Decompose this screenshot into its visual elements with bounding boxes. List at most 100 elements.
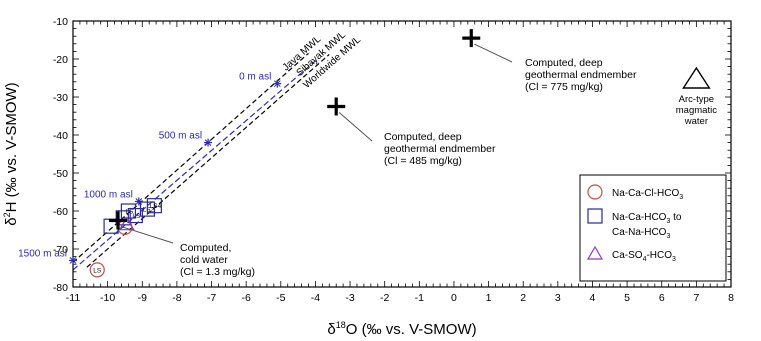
y-tick-label: -10 — [53, 16, 68, 28]
x-tick-label: -11 — [66, 292, 81, 304]
y-tick-label: -80 — [53, 282, 68, 294]
x-tick-label: -5 — [276, 292, 285, 304]
legend-subscript: 4 — [643, 256, 647, 263]
sample-label: LS2 — [143, 207, 155, 214]
legend-circle-marker — [587, 184, 603, 200]
sample-label: LS4 — [150, 203, 162, 210]
legend-subscript: 3 — [666, 233, 670, 240]
annotation-line: geothermal endmember — [384, 143, 496, 155]
plot-frame-border — [72, 20, 732, 288]
circle-sample — [89, 262, 105, 278]
x-tick-label: 4 — [590, 292, 596, 304]
x-tick-label: 1 — [486, 292, 492, 304]
x-axis-title-part: δ — [327, 321, 335, 338]
mwl-line — [72, 52, 309, 263]
y-tick-label: -20 — [53, 54, 68, 66]
x-tick-label: -7 — [207, 292, 216, 304]
legend-label: Ca-Na-HCO3 — [612, 227, 670, 240]
legend-text-part: Na-Ca-HCO — [612, 212, 667, 223]
annotation-line: Computed, — [180, 242, 231, 254]
x-tick-label: 7 — [693, 292, 699, 304]
elevation-label: 1500 m asl — [18, 248, 67, 259]
x-axis-title-sup: 18 — [336, 320, 346, 330]
y-tick-label: -40 — [53, 130, 68, 142]
legend-text-part: Ca-Na-HCO — [612, 227, 667, 238]
sample-label: LS — [93, 267, 102, 274]
legend-subscript: 3 — [666, 218, 670, 225]
sample-label: LS — [132, 213, 141, 220]
legend-label: Na-Ca-HCO3 to — [612, 212, 682, 225]
annotation-line: magmatic — [676, 105, 717, 116]
y-tick-label: -30 — [53, 92, 68, 104]
square-sample — [146, 198, 162, 214]
x-axis-title-part: O (‰ vs. V-SMOW) — [346, 321, 477, 338]
elevation-marker — [273, 80, 281, 88]
y-tick-label: -70 — [53, 244, 68, 256]
leader-line — [120, 226, 174, 244]
annotation-line: cold water — [180, 254, 228, 266]
legend-square-marker — [587, 208, 603, 224]
y-axis-title-part: H (‰ vs. V-SMOW) — [3, 82, 20, 212]
endmember-annotation: Computed, cold water (Cl = 1.3 mg/kg) — [180, 242, 255, 278]
mwl-lines — [72, 52, 330, 271]
y-tick-label: -60 — [53, 206, 68, 218]
annotation-line: (Cl = 485 mg/kg) — [384, 155, 462, 167]
legend-subscript: 3 — [679, 194, 683, 201]
elevation-label: 0 m asl — [239, 72, 271, 83]
x-tick-label: 5 — [624, 292, 630, 304]
legend-text-part: Ca-SO — [612, 250, 643, 261]
sample-label: LS — [125, 209, 134, 216]
leader-line — [474, 43, 513, 63]
legend-label: Na-Ca-Cl-HCO3 — [612, 188, 683, 201]
y-axis-title-sup: 2 — [2, 212, 12, 217]
mwl-line — [86, 53, 330, 268]
legend-text-part: -HCO — [646, 250, 672, 261]
annotation-line: (Cl = 775 mg/kg) — [525, 81, 603, 93]
x-tick-label: -8 — [172, 292, 181, 304]
legend-text-part: to — [670, 212, 682, 223]
elevation-marker — [204, 139, 212, 146]
x-tick-label: -6 — [241, 292, 250, 304]
annotation-line: geothermal endmember — [525, 69, 637, 81]
endmember-annotation: Computed, deep geothermal endmember (Cl = … — [525, 57, 637, 93]
legend-label: Ca-SO4-HCO3 — [612, 250, 676, 263]
x-tick-label: -10 — [100, 292, 115, 304]
y-axis-title-part: δ — [3, 217, 20, 225]
annotation-line: Arc-type — [679, 94, 714, 105]
x-tick-label: 0 — [451, 292, 457, 304]
x-tick-label: -3 — [345, 292, 354, 304]
arc-type-marker — [682, 66, 711, 89]
x-tick-label: 3 — [555, 292, 561, 304]
annotation-line: water — [684, 116, 708, 127]
legend-triangle-marker — [586, 245, 604, 260]
annotation-line: Computed, deep — [525, 57, 603, 69]
x-tick-label: 6 — [659, 292, 665, 304]
arc-type-annotation: Arc-type magmatic water — [676, 94, 717, 127]
leader-line — [338, 112, 373, 142]
axis-ticks: -11 -10 -9 -8 -7 -6 -5 -4 -3 -2 -1 0 1 2 3 4 5 6 7 8-10-20-… — [53, 16, 734, 304]
legend-subscript: 3 — [672, 256, 676, 263]
mwl-line — [72, 60, 316, 271]
y-tick-label: -50 — [53, 168, 68, 180]
y-axis-title: δ2H (‰ vs. V-SMOW) — [2, 82, 20, 225]
legend-text-part: Na-Ca-Cl-HCO — [612, 188, 679, 199]
elevation-marker — [135, 198, 143, 205]
elevation-marker — [69, 257, 77, 264]
x-tick-label: 8 — [728, 292, 734, 304]
x-axis-title: δ18O (‰ vs. V-SMOW) — [327, 320, 476, 338]
plot-frame — [72, 20, 732, 288]
legend-box — [579, 174, 727, 282]
triangle-sample — [118, 216, 135, 231]
endmember-annotation: Computed, deep geothermal endmember (Cl = … — [384, 131, 496, 167]
x-tick-label: -1 — [415, 292, 424, 304]
annotation-line: Computed, deep — [384, 131, 462, 143]
x-tick-label: 2 — [520, 292, 526, 304]
x-tick-label: -4 — [311, 292, 320, 304]
annotation-line: (Cl = 1.3 mg/kg) — [180, 266, 255, 278]
x-tick-label: -9 — [138, 292, 147, 304]
elevation-label: 500 m asl — [159, 131, 202, 142]
